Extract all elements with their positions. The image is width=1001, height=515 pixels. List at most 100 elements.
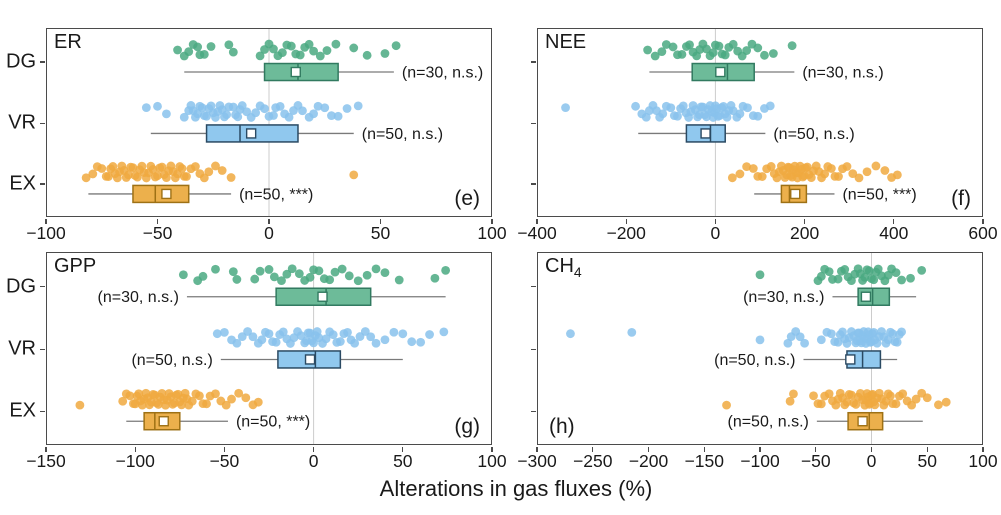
group-annotation: (n=50, n.s.): [362, 126, 443, 143]
y-tick-mark: [39, 61, 45, 63]
data-point: [862, 167, 872, 177]
panel-gpp: (n=30, n.s.) (n=50, n.s.) (n=50, ***) GPP …: [6, 252, 507, 471]
data-point: [783, 338, 793, 348]
data-point: [228, 47, 238, 57]
data-point: [407, 337, 417, 347]
data-point: [661, 40, 671, 49]
data-point: [886, 391, 895, 401]
data-point: [898, 389, 908, 399]
data-point: [349, 43, 359, 53]
data-point: [350, 338, 360, 348]
data-point: [177, 164, 187, 173]
data-point: [755, 335, 765, 345]
x-tick-mark: [893, 218, 895, 224]
x-tick-mark: [703, 446, 705, 452]
data-point: [178, 270, 188, 280]
data-point: [678, 101, 688, 111]
x-tick-label: 50: [370, 223, 391, 243]
x-tick-mark: [223, 446, 226, 452]
data-point: [727, 173, 737, 183]
data-point: [217, 166, 227, 175]
data-point: [911, 394, 921, 404]
data-point: [834, 172, 843, 181]
data-point: [864, 266, 874, 276]
data-point: [125, 391, 135, 401]
data-point: [854, 173, 864, 183]
data-point: [277, 48, 287, 58]
group-annotation: (n=50, ***): [239, 186, 313, 203]
x-tick-label: −50: [142, 223, 173, 243]
data-point: [269, 111, 278, 120]
data-point: [253, 397, 263, 407]
data-point: [75, 400, 85, 410]
data-point: [353, 101, 363, 111]
data-point: [177, 400, 186, 410]
data-point: [785, 396, 795, 406]
data-point: [241, 393, 251, 403]
data-point: [331, 39, 341, 49]
data-point: [202, 111, 211, 121]
x-tick-mark: [312, 446, 315, 452]
data-point: [211, 161, 220, 171]
data-point: [897, 275, 907, 285]
data-point: [891, 399, 901, 409]
data-point: [269, 272, 279, 282]
mean-marker: [161, 188, 172, 200]
x-tick-label: −100: [740, 451, 780, 471]
data-point: [439, 327, 449, 337]
data-point: [349, 170, 359, 180]
data-point: [816, 399, 826, 409]
data-point: [755, 270, 765, 280]
data-point: [742, 162, 752, 171]
x-tick-mark: [268, 218, 270, 224]
data-point: [304, 39, 314, 49]
data-point: [380, 268, 390, 278]
category-label-ex: EX: [9, 399, 36, 422]
data-point: [226, 173, 236, 182]
data-point: [81, 173, 91, 183]
data-point: [269, 44, 278, 54]
y-tick-mark: [39, 410, 45, 412]
data-point: [148, 165, 158, 174]
panel-title-gpp: GPP: [54, 255, 97, 277]
data-point: [753, 43, 763, 53]
data-point: [816, 335, 826, 345]
data-point: [891, 268, 901, 278]
data-point: [907, 400, 917, 410]
data-point: [104, 172, 113, 181]
data-point: [264, 329, 274, 339]
data-point: [416, 337, 426, 347]
data-point: [685, 40, 694, 50]
x-tick-mark: [982, 218, 984, 224]
data-point: [838, 327, 847, 337]
data-point: [842, 397, 852, 407]
data-point: [198, 271, 208, 281]
data-point: [199, 173, 209, 183]
data-point: [287, 264, 297, 274]
data-point: [795, 332, 805, 342]
data-point: [840, 265, 850, 274]
data-point: [833, 337, 843, 347]
x-tick-label: 400: [879, 223, 909, 243]
data-point: [325, 275, 335, 285]
x-tick-mark: [592, 446, 594, 452]
y-tick-mark: [530, 348, 536, 351]
data-point: [315, 51, 325, 61]
data-point: [227, 394, 236, 404]
mean-marker: [700, 128, 711, 139]
data-point: [906, 273, 915, 283]
panel-title-er: ER: [54, 31, 82, 53]
mean-marker: [304, 354, 316, 365]
data-point: [199, 49, 209, 59]
mean-marker: [715, 66, 726, 78]
data-point: [627, 327, 637, 337]
x-tick-label: −300: [517, 451, 557, 471]
data-point: [277, 276, 286, 285]
data-point: [118, 396, 128, 406]
data-point: [295, 50, 305, 60]
data-point: [826, 164, 836, 173]
mean-marker: [857, 416, 868, 427]
data-point: [631, 101, 640, 111]
data-point: [806, 173, 816, 182]
